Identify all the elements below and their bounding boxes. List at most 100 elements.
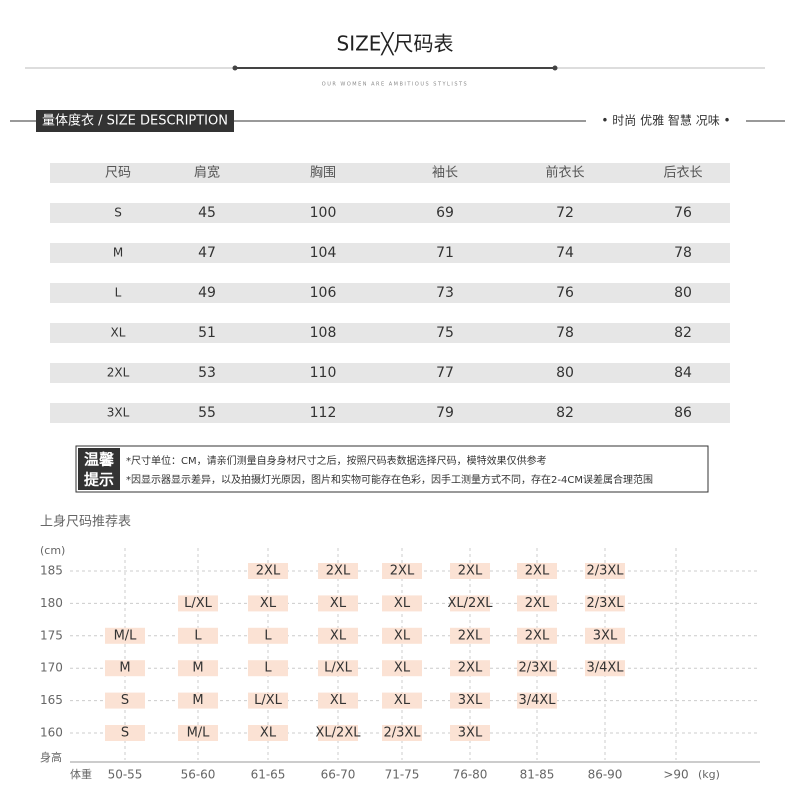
cell-bg [450, 627, 490, 644]
weight-label: 86-90 [588, 768, 623, 782]
weight-label: 71-75 [385, 768, 420, 782]
cell-bg [382, 725, 422, 741]
table-cell: M [113, 246, 123, 260]
cell-bg [585, 563, 625, 579]
column-header: 尺码 [105, 166, 131, 181]
size-cell: 3XL [458, 693, 483, 708]
cell-bg [105, 627, 145, 644]
cell-bg [248, 660, 288, 677]
table-cell: S [114, 206, 122, 220]
table-cell: 78 [556, 325, 574, 341]
cell-bg [450, 595, 490, 612]
cell-bg [382, 595, 422, 612]
cell-bg [517, 660, 557, 677]
cell-bg [105, 660, 145, 677]
size-cell: L [264, 661, 272, 676]
size-cell: 3XL [458, 726, 483, 741]
cell-bg [178, 660, 218, 677]
size-cell: M/L [114, 628, 138, 643]
table-cell: 69 [436, 205, 454, 221]
size-cell: XL [330, 693, 347, 708]
x-label: 体重 [70, 767, 92, 781]
height-label: 180 [40, 596, 63, 610]
table-cell: 55 [198, 405, 216, 421]
height-label: 160 [40, 726, 63, 740]
cell-bg [585, 660, 625, 677]
cell-bg [382, 660, 422, 677]
cell-bg [178, 692, 218, 709]
size-cell: XL [394, 596, 411, 611]
size-cell: 3XL [593, 628, 618, 643]
size-cell: 2XL [256, 564, 281, 579]
notice-label-bg [78, 448, 120, 490]
cell-bg [248, 627, 288, 644]
table-cell: 84 [674, 365, 692, 381]
table-row-bg [50, 323, 730, 343]
table-row-bg [50, 403, 730, 423]
table-row-bg [50, 283, 730, 303]
notice-box [75, 445, 709, 493]
cell-bg [105, 692, 145, 709]
cell-bg [178, 627, 218, 644]
column-header: 后衣长 [663, 165, 702, 181]
cell-bg [585, 627, 625, 644]
size-cell: 2XL [458, 661, 483, 676]
size-cell: 2XL [458, 628, 483, 643]
cell-bg [318, 692, 358, 709]
cell-bg [450, 660, 490, 677]
size-cell: M [192, 661, 203, 676]
cell-bg [517, 595, 557, 612]
cell-bg [382, 692, 422, 709]
table-cell: 86 [674, 405, 692, 421]
table-cell: 51 [198, 325, 216, 341]
cell-bg [517, 627, 557, 644]
table-row-bg [50, 363, 730, 383]
table-cell: 112 [310, 405, 337, 421]
height-label: 185 [40, 564, 63, 578]
cell-bg [248, 692, 288, 709]
weight-label: 66-70 [321, 768, 356, 782]
size-cell: L/XL [254, 693, 283, 708]
table-cell: 104 [310, 245, 337, 261]
table-cell: 108 [310, 325, 337, 341]
cell-bg [382, 563, 422, 579]
size-cell: XL [330, 596, 347, 611]
size-cell: 2/3XL [383, 726, 421, 741]
column-header: 胸围 [310, 166, 336, 181]
size-cell: L/XL [324, 661, 353, 676]
size-cell: 2/3XL [586, 596, 624, 611]
weight-label: 61-65 [251, 768, 286, 782]
table-cell: 72 [556, 205, 574, 221]
cell-bg [585, 595, 625, 612]
notice-label: 温馨 [84, 451, 115, 469]
cell-bg [105, 725, 145, 741]
height-label: 175 [40, 628, 63, 642]
size-cell: L [194, 628, 202, 643]
size-cell: 2/3XL [518, 661, 556, 676]
column-header: 前衣长 [545, 165, 584, 181]
weight-label: 56-60 [181, 768, 216, 782]
size-cell: 2XL [390, 564, 415, 579]
y-label: 身高 [40, 750, 62, 764]
section-bg [36, 110, 234, 132]
table-cell: 47 [198, 245, 216, 261]
cell-bg [318, 595, 358, 612]
cell-bg [450, 563, 490, 579]
table-cell: L [115, 286, 122, 300]
size-cell: 3/4XL [586, 661, 624, 676]
column-header: 肩宽 [194, 165, 220, 181]
table-cell: 76 [674, 205, 692, 221]
size-cell: 2/3XL [586, 564, 624, 579]
size-cell: 2XL [458, 564, 483, 579]
table-cell: 79 [436, 405, 454, 421]
table-cell: 82 [556, 405, 574, 421]
size-cell: 2XL [525, 628, 550, 643]
table-cell: XL [111, 326, 126, 340]
cell-bg [248, 725, 288, 741]
cell-bg [318, 725, 358, 741]
size-cell: L [264, 628, 272, 643]
table-cell: 106 [310, 285, 337, 301]
size-cell: L/XL [184, 596, 213, 611]
